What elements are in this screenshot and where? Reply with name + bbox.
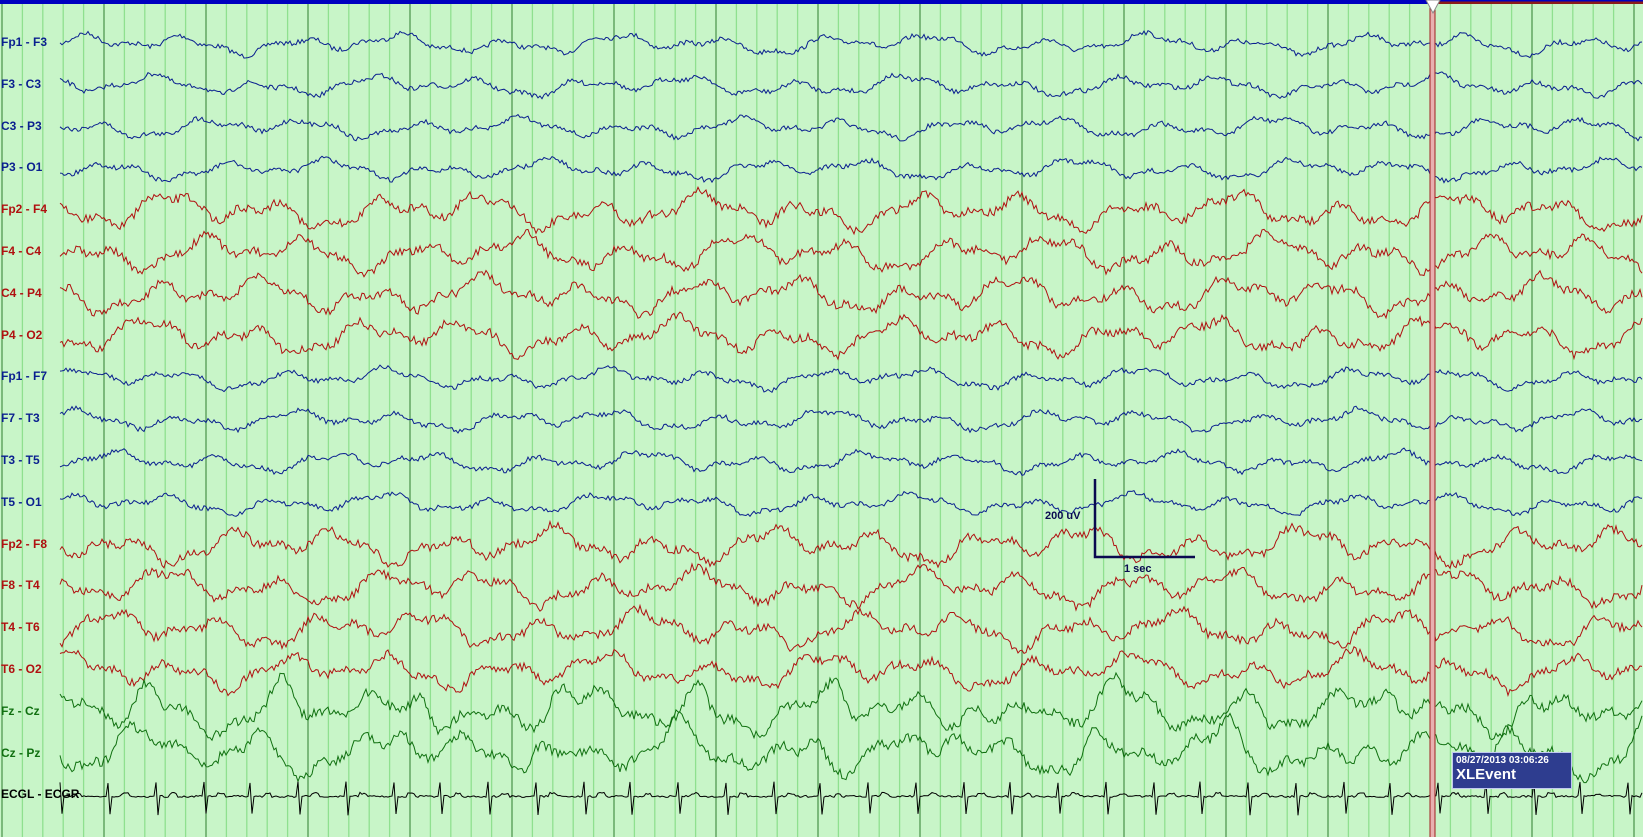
channel-label[interactable]: ECGL - ECGR (1, 787, 80, 802)
channel-label[interactable]: Fz - Cz (1, 703, 40, 718)
channel-label[interactable]: Fp1 - F7 (1, 369, 48, 384)
channel-label[interactable]: F3 - C3 (1, 76, 42, 91)
channel-trace (59, 447, 1643, 477)
event-marker[interactable] (1425, 0, 1441, 837)
channel-label[interactable]: P4 - O2 (1, 327, 43, 342)
channel-trace (59, 269, 1643, 320)
event-annotation[interactable]: 08/27/2013 03:06:26 XLEvent (1452, 752, 1572, 789)
channel-trace (59, 155, 1643, 184)
channel-label[interactable]: T4 - T6 (1, 620, 40, 635)
channel-trace (59, 519, 1643, 570)
channel-label[interactable]: P3 - O1 (1, 160, 43, 175)
channel-trace (59, 113, 1643, 142)
channel-label[interactable]: T6 - O2 (1, 662, 42, 676)
event-marker-handle-icon[interactable] (1425, 0, 1441, 15)
time-grid (1, 4, 1635, 837)
timeline-event-segment (1436, 0, 1643, 4)
channel-label[interactable]: C4 - P4 (1, 285, 42, 300)
amplitude-scale-label: 200 uV (1045, 510, 1081, 522)
channel-label[interactable]: Fp1 - F3 (1, 35, 48, 49)
event-timestamp: 08/27/2013 03:06:26 (1456, 755, 1549, 766)
channel-trace (59, 186, 1643, 236)
channel-trace (59, 30, 1643, 59)
channel-label[interactable]: Cz - Pz (1, 745, 41, 760)
channel-label[interactable]: C3 - P3 (1, 118, 42, 133)
channel-label[interactable]: F8 - T4 (1, 578, 40, 593)
channel-trace (59, 228, 1643, 278)
channel-trace (59, 405, 1643, 434)
timeline-bar[interactable] (0, 0, 1643, 4)
channel-label[interactable]: Fp2 - F4 (1, 202, 48, 217)
channel-traces (59, 30, 1643, 816)
channel-label[interactable]: F4 - C4 (1, 244, 42, 258)
channel-trace (59, 781, 1643, 816)
timeline-event-segment-top (1436, 0, 1643, 2)
time-scale-label: 1 sec (1124, 563, 1152, 575)
channel-trace (59, 562, 1643, 612)
channel-label[interactable]: T5 - O1 (1, 494, 42, 509)
channel-trace (59, 646, 1643, 698)
channel-label[interactable]: F7 - T3 (1, 411, 40, 426)
channel-trace (59, 671, 1643, 742)
channel-trace (59, 708, 1643, 784)
channel-trace (59, 489, 1643, 518)
channel-trace (59, 71, 1643, 100)
calibration-scale-bar (1093, 479, 1195, 559)
channel-trace (59, 311, 1643, 361)
channel-label[interactable]: Fp2 - F8 (1, 536, 48, 551)
channel-label[interactable]: T3 - T5 (1, 453, 40, 467)
event-name: XLEvent (1456, 766, 1517, 783)
channel-trace (59, 364, 1643, 394)
channel-trace (59, 603, 1643, 655)
